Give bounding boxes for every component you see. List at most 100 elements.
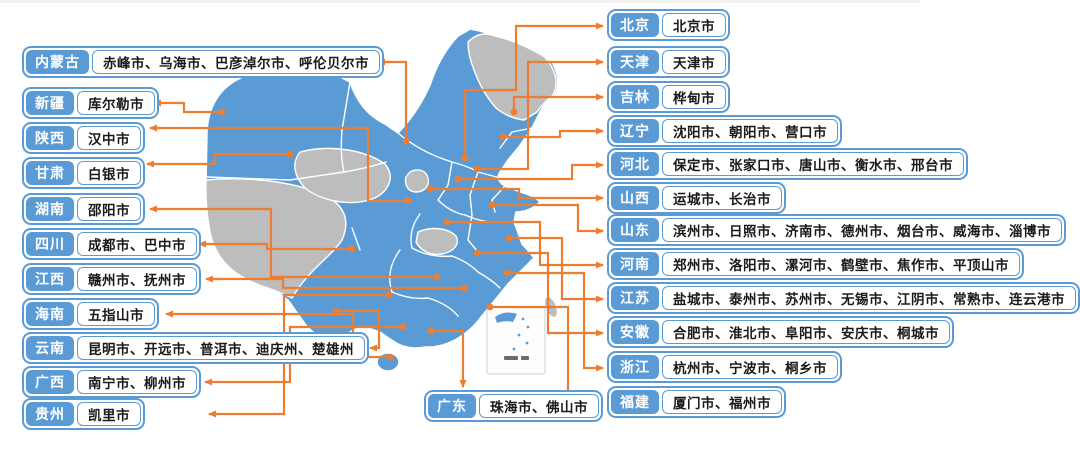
province-tag: 吉林 <box>611 85 659 109</box>
cities-text: 珠海市、佛山市 <box>479 394 599 418</box>
map-point-marker <box>503 269 511 277</box>
province-tag: 江西 <box>26 267 74 291</box>
label-hebei: 河北 保定市、张家口市、唐山市、衡水市、邢台市 <box>607 148 968 180</box>
map-point-marker <box>473 249 481 257</box>
map-point-marker <box>332 307 340 315</box>
province-tag: 安徽 <box>611 320 659 344</box>
label-henan: 河南 郑州市、洛阳市、漯河市、鹤壁市、焦作市、平顶山市 <box>607 248 1024 280</box>
cities-text: 保定市、张家口市、唐山市、衡水市、邢台市 <box>662 152 964 176</box>
cities-text: 杭州市、宁波市、桐乡市 <box>662 355 838 379</box>
connector-gansu-line <box>146 152 290 168</box>
map-point-marker <box>286 150 294 158</box>
label-liaoning: 辽宁 沈阳市、朝阳市、营口市 <box>607 115 842 147</box>
cities-text: 运城市、长治市 <box>662 186 782 210</box>
inset-caption-smudge <box>521 356 529 360</box>
connector-neimenggu-line <box>377 58 408 141</box>
cities-text: 郑州市、洛阳市、漯河市、鹤壁市、焦作市、平顶山市 <box>662 252 1020 276</box>
map-point-marker <box>443 218 451 226</box>
label-shaanxi: 陕西 汉中市 <box>22 122 145 154</box>
label-tianjin: 天津 天津市 <box>607 46 730 78</box>
map-point-marker <box>499 133 507 141</box>
province-tag: 广西 <box>26 370 74 394</box>
province-tag: 海南 <box>26 302 74 326</box>
cities-text: 南宁市、柳州市 <box>77 370 197 394</box>
inset-island-dot <box>521 317 525 321</box>
map-point-marker <box>427 327 435 335</box>
label-xinjiang: 新疆 库尔勒市 <box>22 87 159 119</box>
connector-jiangsu-line <box>509 236 604 303</box>
connector-beijing-line <box>463 22 604 158</box>
province-tag: 河北 <box>611 152 659 176</box>
map-point-marker <box>454 175 462 183</box>
province-tag: 陕西 <box>26 126 74 150</box>
label-hainan: 海南 五指山市 <box>22 298 159 330</box>
cities-text: 北京市 <box>662 13 726 37</box>
map-point-marker <box>386 353 394 361</box>
label-guangdong: 广东 珠海市、佛山市 <box>424 390 603 422</box>
province-tag: 浙江 <box>611 355 659 379</box>
cities-text: 成都市、巴中市 <box>77 232 197 256</box>
cities-text: 凯里市 <box>77 402 141 426</box>
map-point-marker <box>510 108 518 116</box>
connector-liaoning-line <box>503 127 604 139</box>
inset-island-dot <box>526 325 530 329</box>
map-point-marker <box>473 165 481 173</box>
label-jilin: 吉林 桦甸市 <box>607 81 730 113</box>
cities-text: 赣州市、抚州市 <box>77 267 197 291</box>
connector-tianjin-line <box>477 58 604 171</box>
map-point-marker <box>505 234 513 242</box>
province-tag: 河南 <box>611 252 659 276</box>
map-point-marker <box>488 201 496 209</box>
label-guizhou: 贵州 凯里市 <box>22 398 145 430</box>
cities-text: 昆明市、开远市、普洱市、迪庆州、楚雄州 <box>77 336 365 360</box>
connector-xinjiang-line <box>153 99 222 114</box>
uncovered-province-small <box>404 169 430 193</box>
connector-hunan-line <box>149 205 437 279</box>
cities-text: 赤峰市、乌海市、巴彦淖尔市、呼伦贝尔市 <box>92 50 380 74</box>
label-shandong: 山东 滨州市、日照市、济南市、德州市、烟台市、威海市、淄博市 <box>607 214 1066 246</box>
uncovered-province-central <box>415 227 458 256</box>
map-point-marker <box>433 273 441 281</box>
connector-anhui-line <box>477 251 604 337</box>
cities-text: 厦门市、福州市 <box>662 390 782 414</box>
map-point-marker <box>461 154 469 162</box>
province-tag: 山东 <box>611 218 659 242</box>
connector-zhejiang-line <box>507 271 604 372</box>
inset-islands-shape <box>495 312 517 323</box>
label-guangxi: 广西 南宁市、柳州市 <box>22 366 201 398</box>
map-point-marker <box>218 108 226 116</box>
province-tag: 贵州 <box>26 402 74 426</box>
cities-text: 滨州市、日照市、济南市、德州市、烟台市、威海市、淄博市 <box>662 218 1062 242</box>
province-tag: 内蒙古 <box>26 50 89 74</box>
label-beijing: 北京 北京市 <box>607 9 730 41</box>
connector-yunnan-line <box>336 309 381 352</box>
cities-text: 天津市 <box>662 50 726 74</box>
cities-text: 沈阳市、朝阳市、营口市 <box>662 119 838 143</box>
connector-henan-line <box>447 220 604 269</box>
map-point-marker <box>348 245 356 253</box>
connector-guangdong-line <box>431 329 467 388</box>
cities-text: 合肥市、淮北市、阜阳市、安庆市、桐城市 <box>662 320 950 344</box>
cities-text: 五指山市 <box>77 302 155 326</box>
cities-text: 邵阳市 <box>77 197 141 221</box>
connector-hebei-line <box>458 161 604 181</box>
connector-jilin-line <box>512 93 604 112</box>
map-point-marker <box>399 323 407 331</box>
province-tag: 新疆 <box>26 91 74 115</box>
province-tag: 湖南 <box>26 197 74 221</box>
label-shanxi: 山西 运城市、长治市 <box>607 182 786 214</box>
map-point-marker <box>402 137 410 145</box>
inset-island-dot <box>525 341 529 345</box>
province-tag: 江苏 <box>611 286 659 310</box>
province-tag: 山西 <box>611 186 659 210</box>
label-zhejiang: 浙江 杭州市、宁波市、桐乡市 <box>607 351 842 383</box>
province-tag: 天津 <box>611 50 659 74</box>
province-tag: 云南 <box>26 336 74 360</box>
cities-text: 盐城市、泰州市、苏州市、无锡市、江阴市、常熟市、连云港市 <box>662 286 1076 310</box>
map-point-marker <box>426 185 434 193</box>
province-tag: 四川 <box>26 232 74 256</box>
connector-shaanxi-line <box>149 124 408 203</box>
connector-sichuan-line <box>198 240 352 251</box>
